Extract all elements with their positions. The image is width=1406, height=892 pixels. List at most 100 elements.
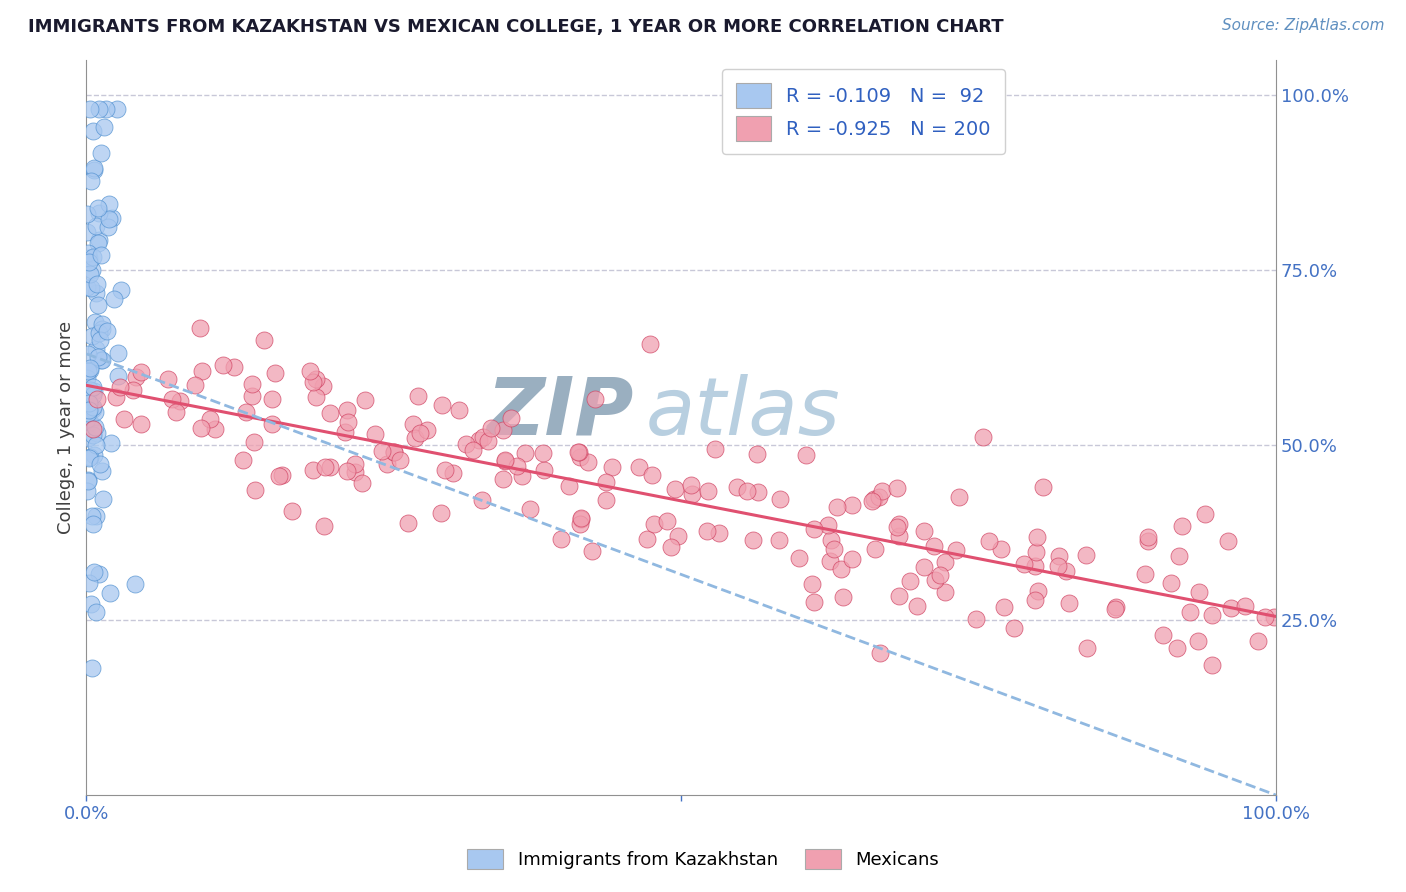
Point xyxy=(737,483,759,498)
Point xyxy=(725,481,748,495)
Point xyxy=(1136,534,1159,549)
Point xyxy=(862,494,884,508)
Point xyxy=(162,392,184,406)
Point xyxy=(1160,575,1182,590)
Point xyxy=(659,540,682,554)
Point xyxy=(1194,507,1216,521)
Point xyxy=(77,406,100,420)
Point xyxy=(108,380,131,394)
Point xyxy=(1187,634,1209,648)
Point xyxy=(583,392,606,406)
Point xyxy=(77,246,100,260)
Point xyxy=(868,490,890,504)
Point xyxy=(519,502,541,516)
Point xyxy=(90,464,112,478)
Point xyxy=(886,482,908,496)
Point xyxy=(82,422,104,436)
Point xyxy=(89,457,111,471)
Point xyxy=(80,281,103,295)
Point xyxy=(336,403,359,417)
Point xyxy=(581,544,603,558)
Point xyxy=(571,511,593,525)
Point xyxy=(105,390,128,404)
Point xyxy=(314,519,336,533)
Point xyxy=(343,457,366,471)
Point xyxy=(1171,519,1194,533)
Point xyxy=(863,541,886,556)
Point xyxy=(77,475,100,489)
Point xyxy=(83,161,105,175)
Text: atlas: atlas xyxy=(645,374,841,451)
Point xyxy=(87,298,110,312)
Point xyxy=(679,478,702,492)
Point xyxy=(402,417,425,432)
Point xyxy=(415,423,437,437)
Point xyxy=(80,597,103,611)
Point xyxy=(84,438,107,452)
Point xyxy=(1168,549,1191,563)
Point xyxy=(479,421,502,435)
Point xyxy=(77,251,100,265)
Point xyxy=(515,446,537,460)
Point xyxy=(934,555,956,569)
Point xyxy=(924,539,946,553)
Point xyxy=(1234,599,1257,613)
Point xyxy=(97,196,120,211)
Point xyxy=(336,415,359,429)
Point xyxy=(887,517,910,532)
Point xyxy=(463,442,485,457)
Point xyxy=(107,346,129,360)
Point xyxy=(1152,628,1174,642)
Point xyxy=(80,263,103,277)
Point xyxy=(494,454,516,468)
Point xyxy=(471,492,494,507)
Point xyxy=(232,453,254,467)
Point xyxy=(432,398,454,412)
Point xyxy=(887,529,910,543)
Point xyxy=(98,585,121,599)
Point xyxy=(94,102,117,116)
Point xyxy=(89,233,111,247)
Point xyxy=(1201,607,1223,622)
Point xyxy=(84,315,107,329)
Point xyxy=(869,646,891,660)
Point xyxy=(87,235,110,250)
Point xyxy=(1247,634,1270,648)
Point xyxy=(924,573,946,587)
Point xyxy=(83,384,105,399)
Point xyxy=(98,211,121,226)
Point xyxy=(76,346,98,360)
Point xyxy=(82,124,104,138)
Point xyxy=(76,280,98,294)
Point xyxy=(93,120,115,134)
Point xyxy=(77,450,100,465)
Point xyxy=(456,436,478,450)
Point xyxy=(408,389,430,403)
Point xyxy=(82,401,104,415)
Point xyxy=(803,594,825,608)
Y-axis label: College, 1 year or more: College, 1 year or more xyxy=(58,321,75,534)
Point xyxy=(103,292,125,306)
Point xyxy=(87,350,110,364)
Point xyxy=(87,201,110,215)
Point xyxy=(567,445,589,459)
Point xyxy=(343,466,366,480)
Point xyxy=(396,516,419,530)
Point xyxy=(105,102,128,116)
Point xyxy=(905,599,928,614)
Point xyxy=(112,412,135,426)
Point xyxy=(165,405,187,419)
Point xyxy=(818,554,841,568)
Text: Source: ZipAtlas.com: Source: ZipAtlas.com xyxy=(1222,18,1385,33)
Point xyxy=(745,447,768,461)
Point xyxy=(82,661,104,675)
Point xyxy=(79,363,101,377)
Point xyxy=(1025,545,1047,559)
Point xyxy=(89,333,111,347)
Point xyxy=(82,517,104,532)
Point xyxy=(86,392,108,406)
Point xyxy=(900,574,922,588)
Point xyxy=(212,358,235,372)
Point xyxy=(121,383,143,397)
Point xyxy=(82,402,104,417)
